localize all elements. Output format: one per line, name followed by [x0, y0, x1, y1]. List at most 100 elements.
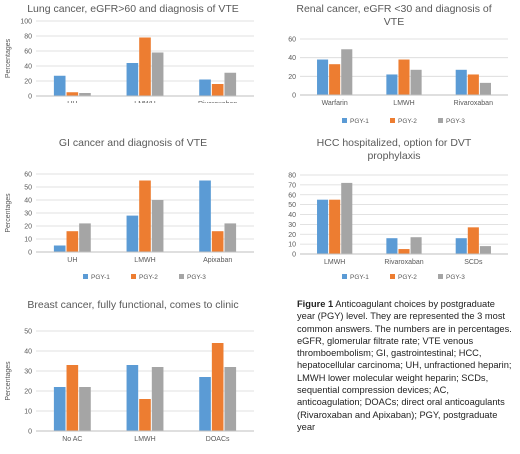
bar-pgy-3	[224, 72, 237, 96]
legend-swatch	[131, 274, 136, 279]
figure-caption: Figure 1 Anticoagulant choices by postgr…	[297, 298, 515, 433]
y-tick-label: 50	[24, 185, 32, 192]
bar-pgy-1	[386, 74, 398, 95]
chart-breast-cancer: Breast cancer, fully functional, comes t…	[2, 299, 264, 449]
bar-pgy-2	[66, 231, 79, 252]
bar-pgy-1	[126, 63, 139, 96]
legend-label: PGY-2	[139, 274, 158, 281]
bar-pgy-2	[66, 365, 79, 431]
bar-pgy-1	[126, 365, 139, 431]
bar-pgy-3	[224, 367, 237, 431]
y-tick-label: 0	[292, 93, 296, 100]
legend-swatch	[342, 274, 347, 279]
y-tick-label: 40	[288, 55, 296, 62]
chart-hcc-hospitalized: HCC hospitalized, option for DVT prophyl…	[272, 137, 516, 285]
x-tick-label: UH	[67, 101, 77, 103]
bar-pgy-1	[126, 215, 139, 252]
x-tick-label: LMWH	[393, 100, 414, 107]
bar-pgy-2	[66, 92, 79, 96]
y-tick-label: 20	[24, 224, 32, 231]
y-tick-label: 60	[24, 172, 32, 179]
legend-swatch	[83, 274, 88, 279]
x-tick-label: No AC	[62, 436, 82, 443]
bar-pgy-3	[341, 182, 353, 254]
legend-swatch	[390, 118, 395, 123]
chart-gi-cancer: GI cancer and diagnosis of VTE 0 10 20 30 40…	[2, 137, 264, 285]
bar-pgy-3	[410, 69, 422, 95]
bar-pgy-2	[211, 343, 224, 431]
bar-pgy-3	[151, 200, 164, 252]
bar-pgy-3	[151, 52, 164, 96]
legend-label: PGY-1	[350, 274, 369, 281]
bar-pgy-3	[79, 387, 91, 431]
y-tick-label: 20	[24, 79, 32, 86]
y-tick-label: 40	[24, 64, 32, 71]
y-tick-label: 60	[288, 192, 296, 199]
y-tick-label: 10	[24, 409, 32, 416]
x-tick-label: LMWH	[134, 257, 155, 264]
y-tick-label: 20	[24, 389, 32, 396]
x-tick-label: Apixaban	[203, 257, 232, 264]
bar-pgy-3	[151, 367, 164, 431]
bar-pgy-2	[139, 399, 151, 431]
bar-pgy-1	[199, 180, 211, 252]
y-tick-label: 50	[288, 202, 296, 209]
caption-label: Figure 1	[297, 299, 334, 309]
chart-svg: 0 20 40 60 80 100 Percentages UH LMWH Rivaroxaban	[5, 19, 254, 108]
y-tick-label: 30	[288, 222, 296, 229]
x-tick-label: Rivaroxaban	[454, 100, 493, 107]
y-tick-label: 50	[24, 329, 32, 336]
y-tick-label: 60	[24, 49, 32, 56]
y-tick-label: 40	[24, 198, 32, 205]
y-tick-label: 70	[288, 182, 296, 189]
y-tick-label: 20	[288, 232, 296, 239]
chart-title: Lung cancer, eGFR>60 and diagnosis of VT…	[27, 3, 239, 15]
chart-title: Breast cancer, fully functional, comes t…	[27, 299, 239, 311]
bar-pgy-1	[386, 238, 398, 254]
y-axis-label: Percentages	[5, 193, 12, 233]
chart-title: HCC hospitalized, option for DVT prophyl…	[316, 137, 472, 162]
x-tick-label: LMWH	[324, 259, 345, 266]
chart-svg: 0 10 20 30 40 50 60 Percentages UH LMWH Apixaban PG…	[5, 172, 254, 281]
bar-pgy-2	[398, 59, 410, 95]
bar-pgy-1	[455, 238, 467, 254]
chart-svg: 0 20 40 60 Warfarin LMWH Rivaroxaban PGY-1 PGY-2…	[288, 37, 508, 125]
bar-pgy-2	[211, 231, 224, 252]
chart-svg: 0 10 20 30 40 50 60 70 80 LMWH Rivaroxaban SCDs PGY-…	[288, 173, 508, 281]
y-tick-label: 20	[288, 74, 296, 81]
legend-label: PGY-3	[446, 274, 465, 281]
bar-pgy-2	[139, 37, 151, 96]
bar-pgy-3	[341, 49, 353, 95]
y-tick-label: 10	[288, 242, 296, 249]
y-tick-label: 60	[288, 37, 296, 44]
y-tick-label: 40	[288, 212, 296, 219]
bar-pgy-1	[455, 69, 467, 95]
chart-title: GI cancer and diagnosis of VTE	[58, 137, 208, 149]
bar-pgy-1	[317, 59, 329, 95]
bar-pgy-3	[479, 82, 491, 95]
x-tick-label: UH	[67, 257, 77, 264]
y-tick-label: 0	[28, 94, 32, 101]
chart-lung-cancer: Lung cancer, eGFR>60 and diagnosis of VT…	[2, 3, 264, 108]
caption-text: Anticoagulant choices by postgraduate ye…	[297, 299, 512, 432]
bar-pgy-1	[199, 377, 211, 431]
legend-label: PGY-3	[446, 118, 465, 125]
legend-swatch	[179, 274, 184, 279]
legend-label: PGY-3	[187, 274, 206, 281]
y-tick-label: 30	[24, 369, 32, 376]
bar-pgy-3	[224, 223, 237, 252]
legend-swatch	[438, 118, 443, 123]
legend-swatch	[438, 274, 443, 279]
bar-pgy-3	[79, 223, 91, 252]
bar-pgy-2	[329, 199, 341, 254]
y-tick-label: 0	[28, 429, 32, 436]
legend-label: PGY-2	[398, 274, 417, 281]
chart-title: Renal cancer, eGFR <30 and diagnosis of …	[296, 3, 492, 28]
y-tick-label: 10	[24, 237, 32, 244]
bar-pgy-2	[329, 64, 341, 95]
y-tick-label: 0	[292, 252, 296, 259]
y-tick-label: 80	[24, 34, 32, 41]
x-tick-label: LMWH	[134, 101, 155, 103]
x-tick-label: DOACs	[206, 436, 230, 443]
x-tick-label: Rivaroxaban	[384, 259, 423, 266]
